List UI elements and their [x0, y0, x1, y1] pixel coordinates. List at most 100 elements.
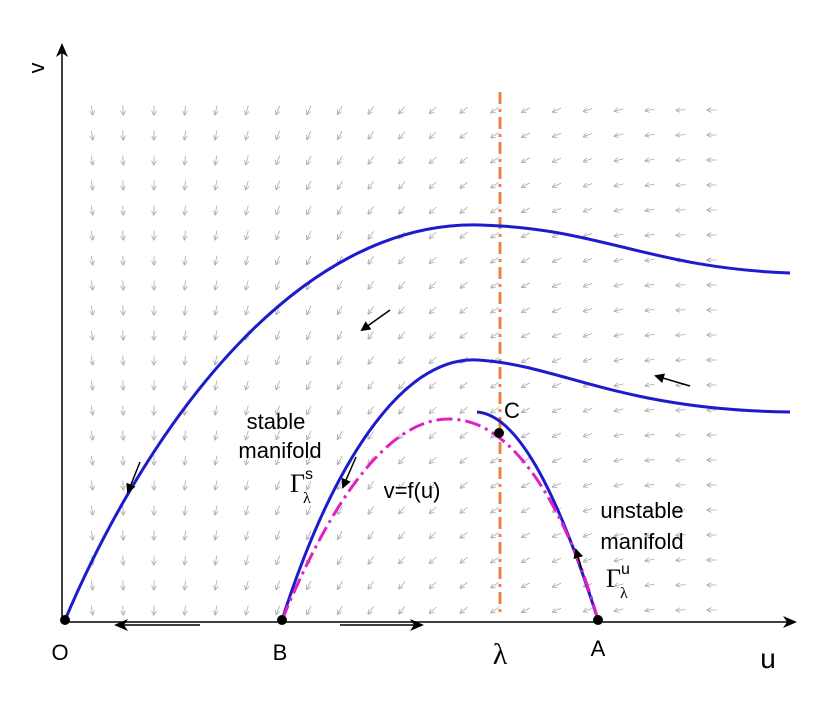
field-arrow — [491, 182, 499, 187]
field-arrow — [461, 506, 468, 513]
field-arrow — [646, 484, 655, 486]
field-arrow — [646, 134, 655, 136]
field-arrow — [307, 155, 312, 164]
field-arrow — [276, 130, 279, 139]
field-arrow — [461, 131, 468, 138]
field-arrow — [584, 558, 593, 561]
field-arrow — [307, 230, 312, 239]
field-arrow — [368, 331, 374, 338]
point-o — [60, 615, 70, 625]
field-arrow — [215, 430, 217, 440]
field-arrow — [491, 382, 499, 387]
field-arrow — [553, 357, 562, 362]
curve-arrow — [573, 548, 584, 571]
field-arrow — [215, 455, 217, 465]
point-label: A — [591, 636, 606, 661]
field-arrow — [123, 155, 124, 165]
field-arrow — [276, 505, 279, 514]
field-arrow — [430, 531, 437, 538]
field-arrow — [677, 560, 686, 561]
field-arrow — [307, 405, 312, 414]
field-arrow — [91, 430, 92, 440]
field-arrow — [91, 105, 92, 115]
field-arrow — [491, 607, 499, 612]
field-arrow — [215, 530, 217, 540]
field-arrow — [646, 409, 655, 411]
field-arrow — [338, 330, 343, 339]
field-arrow — [461, 431, 468, 438]
field-arrow — [615, 309, 624, 311]
field-arrow — [307, 105, 312, 114]
field-arrow — [461, 456, 468, 463]
field-arrow — [246, 455, 248, 465]
field-arrow — [215, 505, 217, 515]
field-arrow — [646, 434, 655, 436]
field-arrow — [491, 132, 499, 137]
field-arrow — [246, 430, 248, 440]
field-arrow — [461, 206, 468, 213]
field-arrow — [430, 406, 437, 413]
annotation: unstable — [600, 498, 683, 523]
point-b — [277, 615, 287, 625]
field-arrow — [677, 285, 686, 286]
field-arrow — [491, 482, 499, 487]
symbol: Γ — [290, 469, 305, 498]
field-arrow — [646, 534, 655, 536]
field-arrow — [615, 384, 624, 386]
field-arrow — [646, 109, 655, 111]
field-arrow — [215, 480, 217, 490]
field-arrow — [399, 606, 406, 614]
field-arrow — [338, 580, 343, 589]
field-arrow — [584, 333, 593, 336]
field-arrow — [123, 480, 124, 490]
field-arrow — [338, 355, 343, 364]
field-arrow — [215, 305, 217, 315]
field-arrow — [399, 556, 406, 564]
field-arrow — [276, 555, 279, 564]
field-arrow — [399, 306, 406, 314]
field-arrow — [123, 180, 124, 190]
field-arrow — [553, 107, 562, 112]
field-arrow — [430, 106, 437, 113]
field-arrow — [677, 210, 686, 211]
field-arrow — [276, 330, 279, 339]
point-c — [494, 428, 504, 438]
field-arrow — [91, 480, 92, 490]
field-arrow — [307, 180, 312, 189]
field-arrow — [246, 305, 248, 315]
field-arrow — [522, 232, 531, 237]
field-arrow — [646, 384, 655, 386]
symbol: Γ — [606, 564, 621, 593]
field-arrow — [368, 431, 374, 438]
field-arrow — [246, 605, 248, 615]
field-arrow — [399, 106, 406, 114]
field-arrow — [430, 581, 437, 588]
field-arrow — [646, 309, 655, 311]
field-arrow — [307, 455, 312, 464]
field-arrow — [553, 532, 562, 537]
field-arrow — [276, 405, 279, 414]
field-arrow — [215, 180, 217, 190]
field-arrow — [677, 585, 686, 586]
field-arrow — [399, 531, 406, 539]
field-arrow — [491, 407, 499, 412]
field-arrow — [91, 605, 92, 615]
field-arrow — [491, 257, 499, 262]
field-arrow — [215, 605, 217, 615]
field-arrow — [584, 408, 593, 411]
field-arrow — [246, 205, 248, 215]
field-arrow — [677, 535, 686, 536]
point-label: λ — [493, 638, 508, 671]
field-arrow — [185, 605, 186, 615]
field-arrow — [646, 284, 655, 286]
field-arrow — [584, 433, 593, 436]
field-arrow — [584, 233, 593, 236]
field-arrow — [338, 480, 343, 489]
field-arrow — [677, 160, 686, 161]
field-arrow — [646, 259, 655, 261]
field-arrow — [185, 255, 186, 265]
field-arrow — [615, 259, 624, 261]
field-arrow — [553, 207, 562, 212]
trajectory — [63, 223, 791, 621]
annotation: manifold — [238, 438, 321, 463]
